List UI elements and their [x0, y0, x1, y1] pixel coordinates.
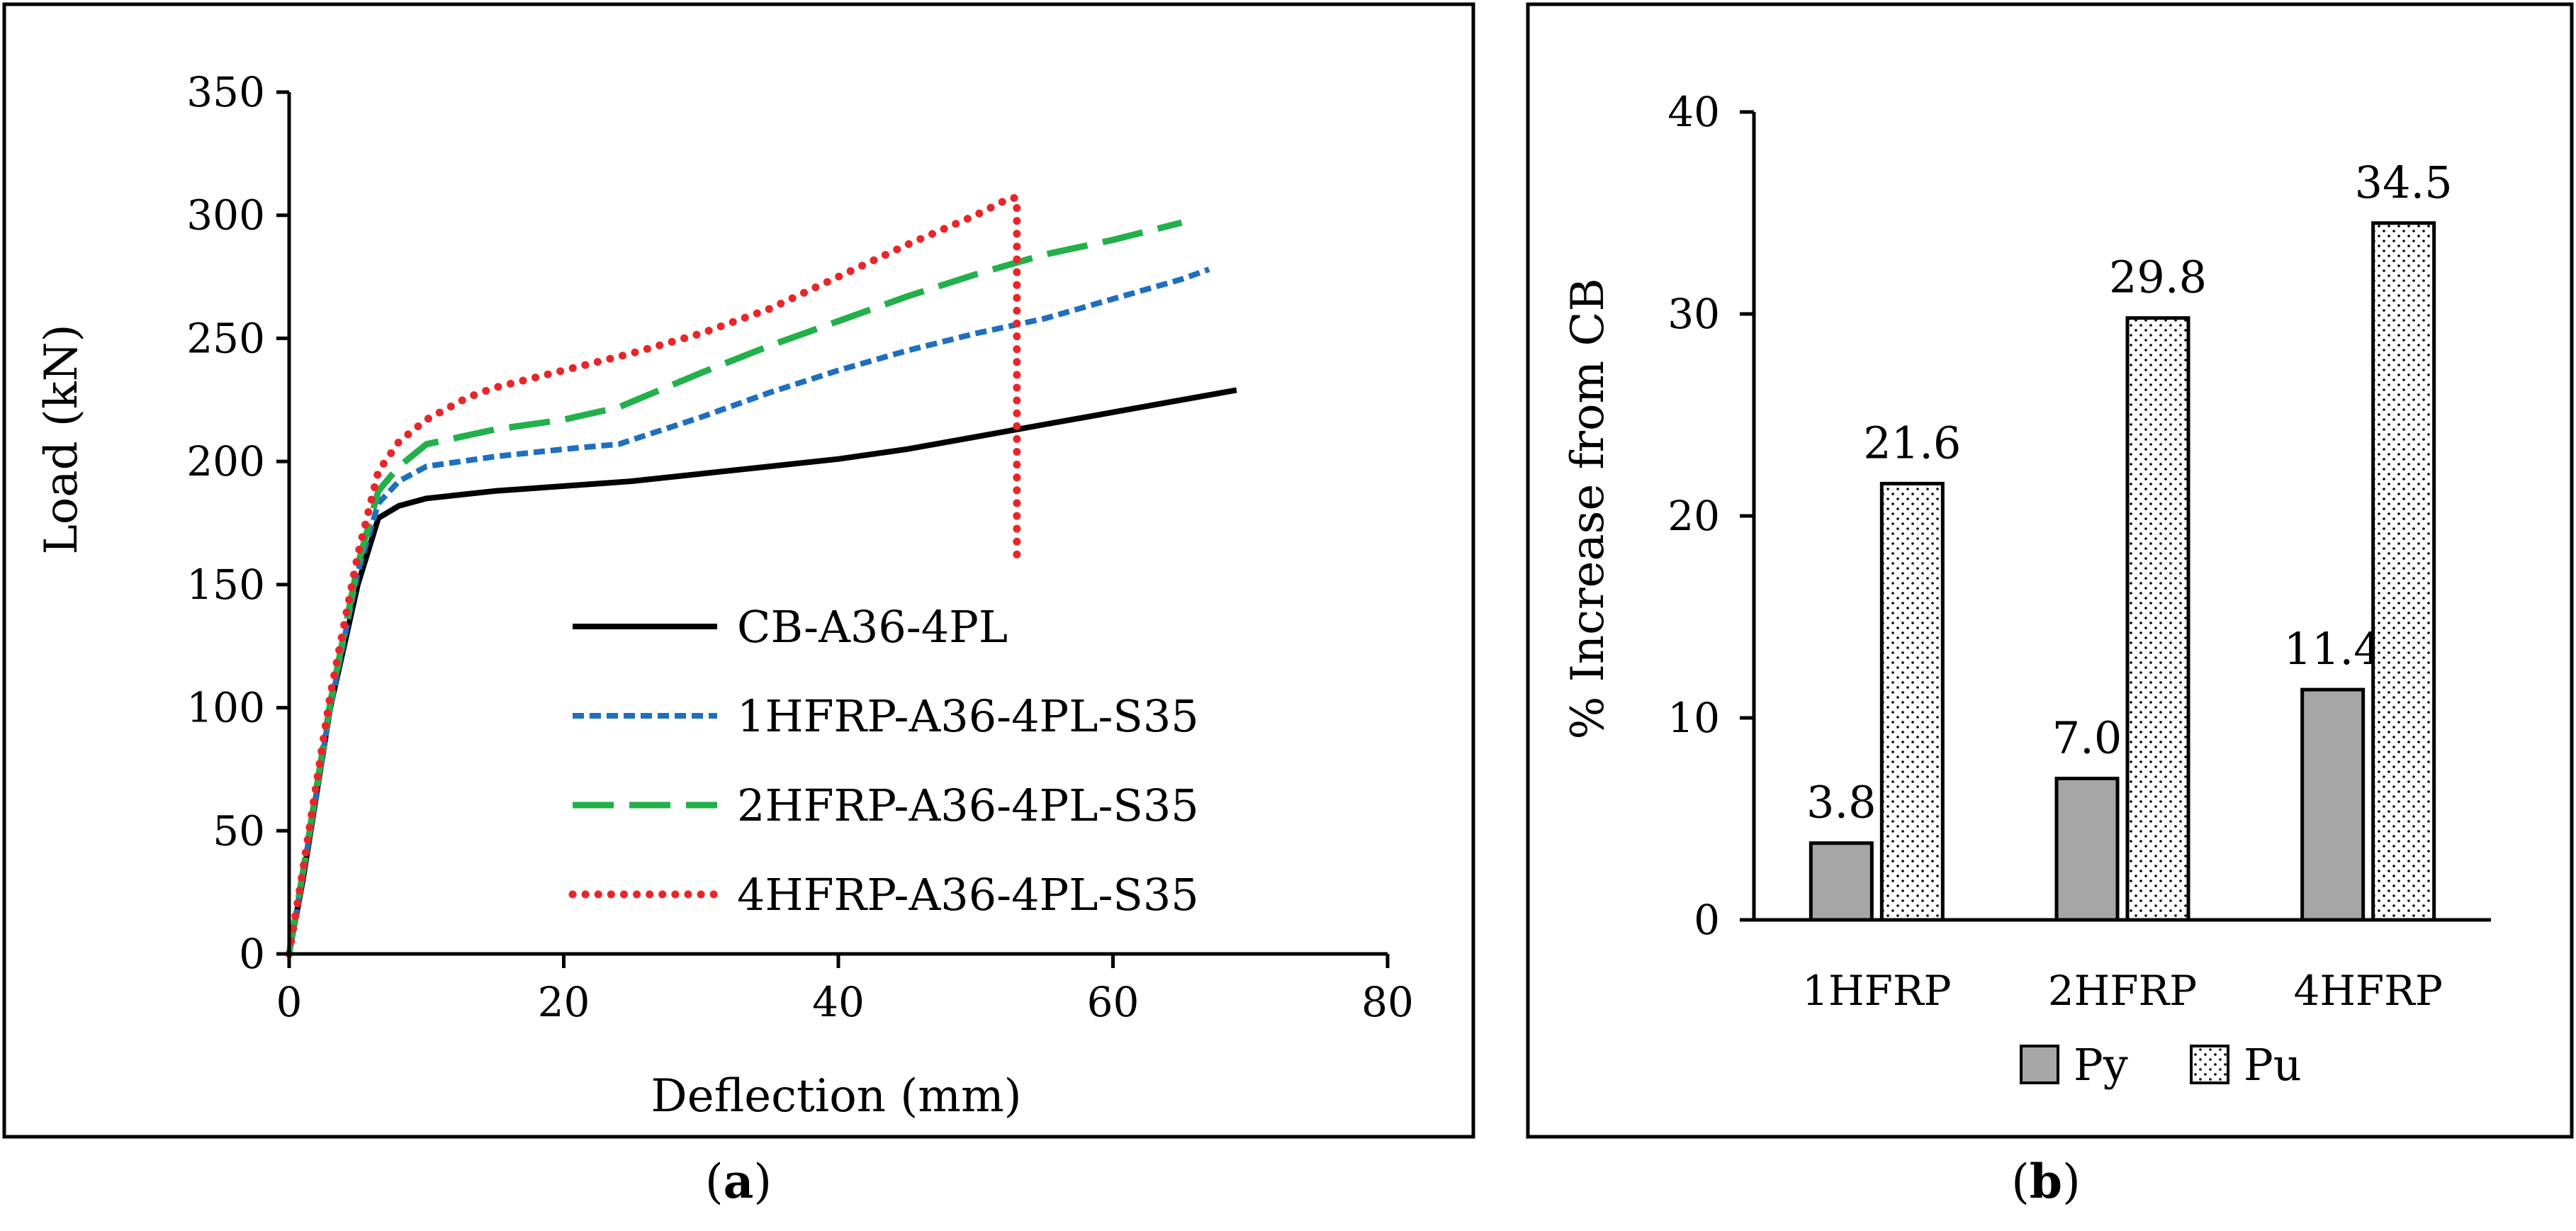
bar-pu-2hfrp	[2125, 316, 2190, 922]
bar-py-1hfrp	[1809, 841, 1874, 922]
panel-b-category-label: 2HFRP	[2048, 967, 2197, 1015]
series-line-4	[285, 193, 1021, 958]
panel-a-x-tick-label: 0	[276, 978, 303, 1026]
legend-label-pu: Pu	[2244, 1039, 2302, 1091]
panel-b-caption-close: )	[2062, 1154, 2081, 1209]
panel-b-y-tick-label: 10	[1667, 694, 1720, 742]
panel-a-legend: CB-A36-4PL 1HFRP-A36-4PL-S35 2HFRP-A36-4PL…	[568, 601, 1199, 921]
bar-pu-1hfrp	[1879, 481, 1945, 922]
panel-a-y-tick-label: 300	[186, 191, 265, 240]
panel-a-y-tick-label: 0	[239, 930, 265, 978]
legend-swatch-py	[2020, 1045, 2059, 1084]
bar-py-4hfrp	[2300, 687, 2366, 922]
panel-a-y-tick-label: 150	[186, 561, 265, 609]
panel-a-caption: (a)	[705, 1154, 772, 1209]
panel-b-bars-layer: 3.8 21.6 7.0 29.8 11.4 34.5	[1806, 157, 2453, 922]
panel-b-axes: 0 10 20 30 40 1HFRP 2HFRP 4HFRP	[1667, 88, 2491, 1015]
data-label-py-2hfrp: 7.0	[2052, 712, 2122, 764]
data-label-py-4hfrp: 11.4	[2284, 623, 2382, 675]
panel-a-axes: 0 50 100 150 200 250 300 350 0 20 40 60 80	[186, 68, 1414, 1026]
panel-b-y-tick-label: 30	[1667, 290, 1720, 338]
panel-a-caption-letter: a	[724, 1154, 754, 1209]
data-label-pu-4hfrp: 34.5	[2355, 157, 2453, 208]
panel-a-caption-open: (	[705, 1154, 724, 1209]
legend-swatch-pu	[2190, 1045, 2229, 1084]
data-label-pu-1hfrp: 21.6	[1863, 417, 1961, 468]
panel-b-category-label: 1HFRP	[1802, 967, 1951, 1015]
legend-label-2: 1HFRP-A36-4PL-S35	[737, 690, 1199, 742]
panel-b-caption-letter: b	[2030, 1154, 2062, 1209]
panel-a-xlabel: Deflection (mm)	[651, 1070, 1021, 1123]
panel-a-series-layer	[285, 193, 1237, 958]
panel-a-x-tick-label: 40	[812, 978, 865, 1026]
legend-label-1: CB-A36-4PL	[737, 601, 1008, 653]
panel-a-ylabel: Load (kN)	[35, 324, 88, 554]
panel-b-y-tick-label: 20	[1667, 492, 1720, 540]
data-label-pu-2hfrp: 29.8	[2109, 252, 2207, 303]
data-label-py-1hfrp: 3.8	[1806, 777, 1877, 828]
panel-a-y-tick-label: 250	[186, 314, 265, 362]
panel-a-y-tick-label: 100	[186, 684, 265, 732]
bar-py-2hfrp	[2054, 777, 2120, 922]
panel-a-frame	[2, 2, 1475, 1139]
series-line-3	[286, 219, 1183, 955]
panel-b-y-tick-label: 40	[1667, 88, 1720, 136]
panel-b-category-label: 4HFRP	[2293, 967, 2442, 1015]
bar-pu-4hfrp	[2371, 221, 2436, 922]
panel-b-frame	[1526, 2, 2574, 1139]
panel-b-y-tick-label: 0	[1694, 896, 1720, 944]
panel-b-caption: (b)	[2011, 1154, 2081, 1209]
panel-a-caption-close: )	[753, 1154, 772, 1209]
panel-b-caption-open: (	[2011, 1154, 2030, 1209]
legend-label-py: Py	[2074, 1039, 2128, 1091]
panel-a-y-tick-label: 350	[186, 68, 265, 116]
panel-a-y-tick-label: 200	[186, 437, 265, 485]
panel-b-ylabel: % Increase from CB	[1562, 278, 1614, 739]
panel-b-legend: Py Pu	[2020, 1039, 2302, 1091]
panel-a-x-tick-label: 20	[538, 978, 590, 1026]
panel-a-y-tick-label: 50	[213, 806, 265, 855]
panel-a-x-tick-label: 60	[1087, 978, 1140, 1026]
legend-label-3: 2HFRP-A36-4PL-S35	[737, 780, 1199, 831]
panel-a-x-tick-label: 80	[1361, 978, 1414, 1026]
legend-label-4: 4HFRP-A36-4PL-S35	[737, 869, 1199, 921]
series-line-2	[286, 266, 1210, 955]
